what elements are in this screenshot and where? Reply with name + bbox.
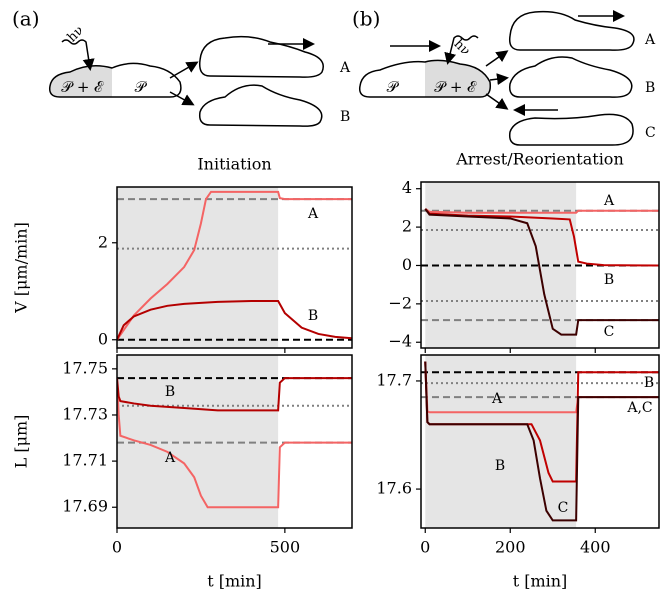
- outcome-label: A: [339, 60, 351, 76]
- x-tick-label: 500: [270, 538, 301, 557]
- y-axis-label: L [μm]: [12, 415, 31, 469]
- curve-label: C: [558, 500, 569, 516]
- y-axis-label: V [μm/min]: [12, 222, 31, 314]
- y-tick-label: 17.7: [376, 370, 412, 389]
- shaded-region: [425, 355, 577, 528]
- curve-label: A: [491, 391, 503, 407]
- y-tick-label: 2: [98, 232, 108, 251]
- curve-label: B: [495, 458, 505, 474]
- panel-label: (b): [352, 7, 380, 31]
- y-tick-label: −2: [388, 293, 412, 312]
- y-tick-label: −4: [388, 332, 412, 351]
- panel-label: (a): [12, 7, 40, 31]
- series-line: [117, 190, 352, 341]
- plot-area: [117, 187, 352, 348]
- x-tick-label: 400: [580, 538, 611, 557]
- y-tick-label: 17.6: [376, 479, 412, 498]
- region-label: 𝒫: [135, 78, 148, 96]
- region-label: 𝒫 + ℰ: [61, 78, 104, 96]
- curve-label: A: [164, 450, 176, 466]
- region-label: 𝒫 + ℰ: [434, 78, 477, 96]
- x-axis-label: t [min]: [207, 572, 262, 591]
- x-axis-label: t [min]: [513, 572, 568, 591]
- chart-title: Initiation: [197, 155, 271, 174]
- shaded-region: [117, 187, 279, 348]
- curve-label: B: [308, 308, 318, 324]
- axes-frame: [116, 186, 353, 349]
- photon-label: hν: [65, 23, 87, 45]
- y-tick-label: 0: [402, 255, 412, 274]
- x-tick-label: 0: [112, 538, 122, 557]
- y-tick-label: 17.69: [62, 497, 108, 516]
- plot-area: [421, 355, 659, 528]
- y-tick-label: 17.75: [62, 358, 108, 377]
- series-line: [117, 378, 352, 509]
- curve-label: B: [165, 384, 175, 400]
- outcome-label: B: [645, 80, 655, 96]
- axes-frame: [420, 354, 660, 529]
- shaded-region: [117, 355, 279, 528]
- curve-label: B: [644, 375, 654, 391]
- series-line: [117, 377, 352, 412]
- series-line: [117, 299, 352, 341]
- series-line: [424, 208, 659, 336]
- plot-area: [117, 355, 352, 528]
- curve-label: C: [604, 324, 615, 340]
- y-tick-label: 0: [98, 329, 108, 348]
- plot-area: [421, 182, 659, 348]
- y-tick-label: 17.73: [62, 404, 108, 423]
- curve-label: A,C: [626, 400, 652, 416]
- outcome-label: C: [645, 125, 656, 141]
- curve-label: A: [307, 206, 319, 222]
- curve-label: B: [604, 272, 614, 288]
- axes-frame: [116, 354, 353, 529]
- region-label: 𝒫: [387, 78, 400, 96]
- y-tick-label: 4: [402, 178, 412, 197]
- series-line: [424, 208, 659, 214]
- x-tick-label: 0: [420, 538, 430, 557]
- schematic-b: (b) hν 𝒫 𝒫 + ℰ A B C: [352, 7, 656, 146]
- schematic-a: (a) hν 𝒫 + ℰ 𝒫 A B: [12, 7, 351, 127]
- curve-label: A: [603, 193, 615, 209]
- chart-title: Arrest/Reorientation: [455, 150, 624, 169]
- outcome-label: A: [644, 32, 656, 48]
- y-tick-label: 2: [402, 217, 412, 236]
- outcome-label: B: [340, 109, 350, 125]
- series-line: [424, 361, 659, 522]
- x-tick-label: 200: [495, 538, 526, 557]
- y-tick-label: 17.71: [62, 451, 108, 470]
